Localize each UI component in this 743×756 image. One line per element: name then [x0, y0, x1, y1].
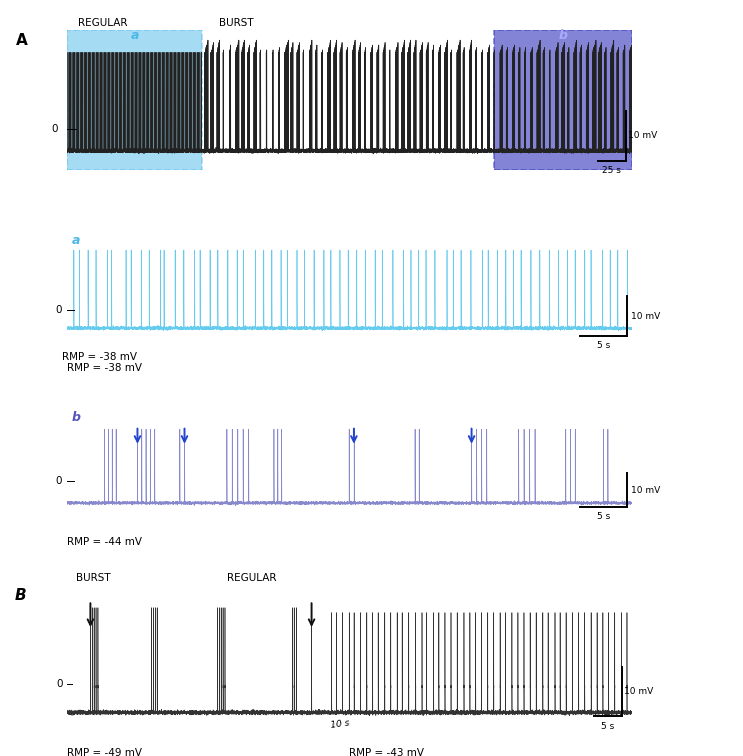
Text: BURST: BURST	[219, 18, 254, 28]
Bar	[494, 30, 632, 170]
Text: RMP = -38 mV: RMP = -38 mV	[62, 352, 137, 362]
Text: A: A	[16, 33, 27, 48]
Text: 10 mV: 10 mV	[624, 687, 654, 696]
Text: b: b	[558, 29, 567, 42]
Text: 10 mV: 10 mV	[631, 311, 660, 321]
Text: BURST: BURST	[77, 573, 111, 583]
Text: B: B	[15, 588, 27, 603]
Text: 5 s: 5 s	[601, 722, 614, 731]
Text: RMP = -38 mV: RMP = -38 mV	[67, 363, 142, 373]
Text: 5 s: 5 s	[597, 512, 610, 521]
Bar	[67, 30, 202, 170]
Text: 5 s: 5 s	[597, 341, 610, 350]
Text: 0: 0	[56, 679, 63, 689]
Text: 10 mV: 10 mV	[628, 132, 658, 141]
Text: RMP = -49 mV: RMP = -49 mV	[67, 748, 142, 756]
Text: 10 mV: 10 mV	[631, 485, 660, 494]
Text: b: b	[71, 411, 80, 423]
Text: a: a	[71, 234, 80, 247]
Text: 0: 0	[51, 123, 58, 134]
Text: 0: 0	[56, 305, 62, 315]
Text: RMP = -44 mV: RMP = -44 mV	[67, 537, 142, 547]
Text: REGULAR: REGULAR	[227, 573, 276, 583]
Text: 0: 0	[56, 476, 62, 486]
Text: 10 s: 10 s	[331, 718, 351, 730]
Text: RMP = -43 mV: RMP = -43 mV	[349, 748, 424, 756]
Text: REGULAR: REGULAR	[78, 18, 128, 28]
Text: 25 s: 25 s	[603, 166, 621, 175]
Text: a: a	[131, 29, 139, 42]
